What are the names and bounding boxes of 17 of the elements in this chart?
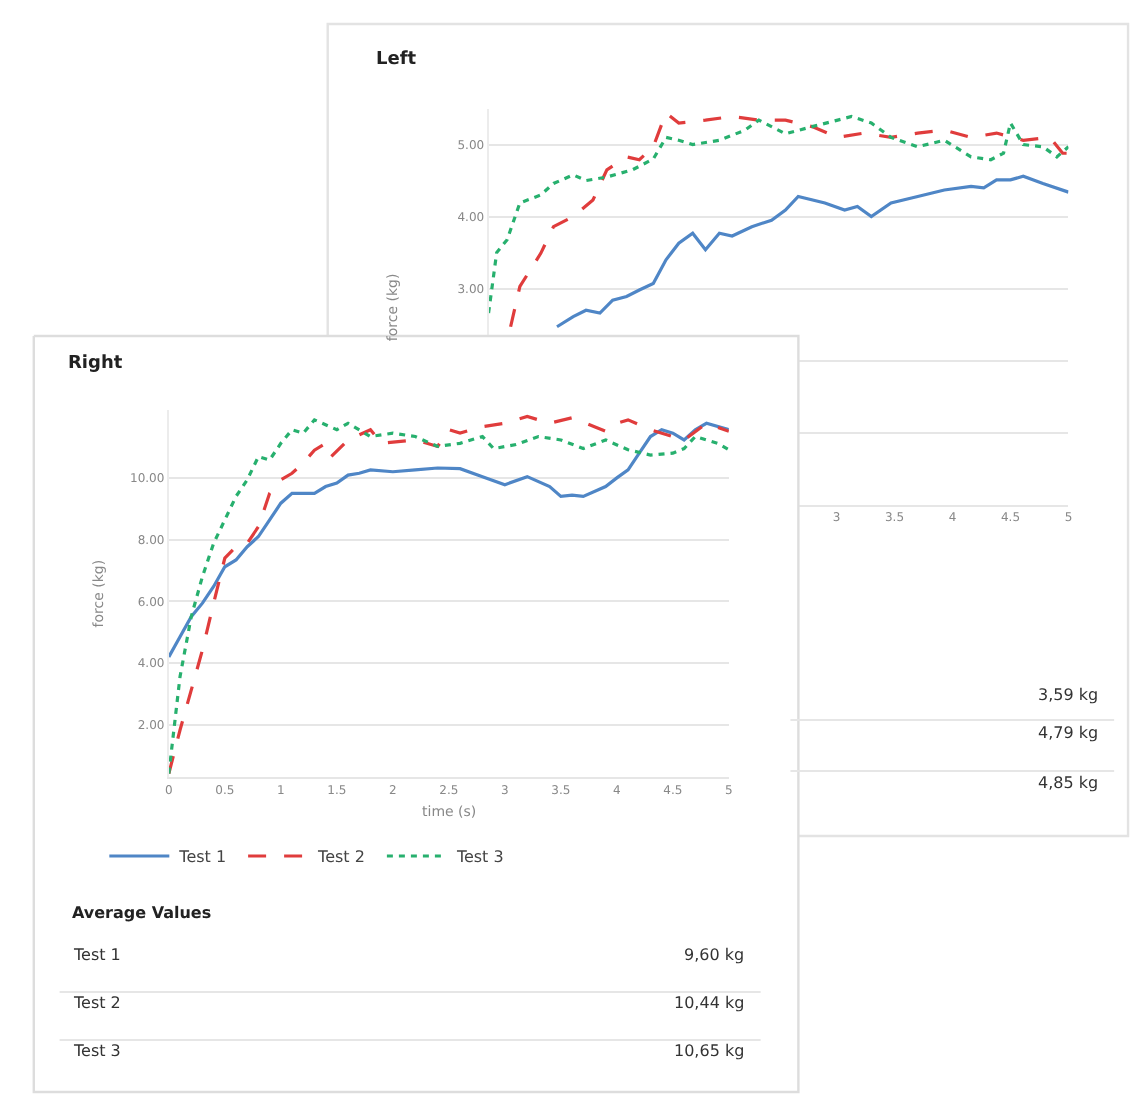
chart-title: Left	[376, 50, 418, 70]
text: 4,79 kg	[1038, 724, 1099, 742]
category-label: Test 2	[72, 994, 121, 1012]
chart-title: Right	[68, 354, 124, 374]
legend-label: Test 2	[316, 848, 365, 867]
line-series	[555, 174, 1069, 329]
category-label: Test 1	[72, 946, 121, 964]
text: 10,44 kg	[674, 994, 745, 1012]
text: Average Values	[72, 904, 212, 922]
text: 10,65 kg	[674, 1042, 745, 1060]
line-series	[168, 421, 729, 659]
text: 9,60 kg	[684, 946, 745, 964]
legend-label: Test 3	[454, 848, 504, 867]
category-label: Test 3	[72, 1042, 121, 1060]
text: 3,59 kg	[1038, 686, 1099, 704]
text: 4,85 kg	[1038, 774, 1099, 792]
legend-label: Test 1	[177, 848, 227, 867]
